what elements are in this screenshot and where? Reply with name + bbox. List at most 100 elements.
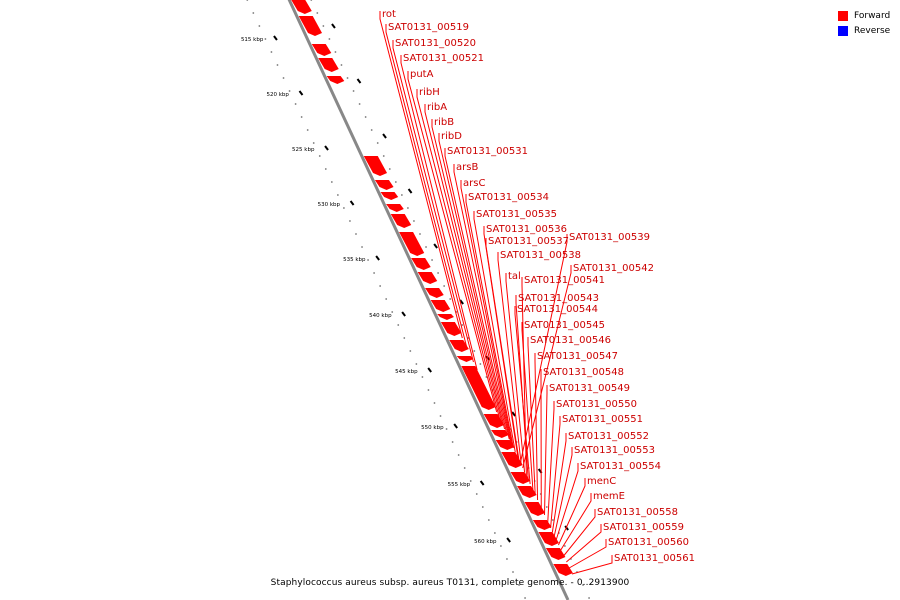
gene-label: SAT0131_00543 — [518, 293, 599, 304]
gene-leader-line — [416, 89, 500, 419]
gene-label: arsB — [456, 162, 478, 173]
guide-dot — [352, 90, 355, 92]
guide-dot — [545, 506, 548, 508]
guide-dot — [330, 181, 333, 183]
gene-label: SAT0131_00542 — [573, 263, 654, 274]
gene-label: SAT0131_00551 — [562, 414, 643, 425]
gene-leader-line — [444, 148, 510, 440]
gene-leader-line — [485, 238, 520, 461]
guide-dot — [439, 415, 442, 417]
tick-mark — [356, 78, 362, 84]
guide-dot — [270, 51, 273, 53]
guide-dot — [479, 363, 482, 365]
tick-label: 545 kbp — [395, 369, 418, 375]
gene-block — [449, 340, 469, 352]
legend: Forward Reverse — [838, 8, 898, 38]
guide-dot — [457, 454, 460, 456]
gene-block — [437, 314, 454, 320]
guide-dot — [316, 12, 319, 14]
gene-labels: rot SAT0131_00519 SAT0131_00520 SAT0131_005… — [382, 9, 695, 564]
tick-label: 560 kbp — [474, 539, 497, 545]
guide-dot — [449, 298, 452, 300]
gene-block — [291, 0, 312, 14]
guide-dot — [413, 220, 415, 222]
guide-dot — [258, 25, 261, 27]
guide-dot — [373, 272, 376, 274]
guide-dot — [582, 584, 584, 586]
gene-label: SAT0131_00541 — [524, 275, 605, 286]
gene-label: SAT0131_00548 — [543, 367, 624, 378]
gene-block — [399, 232, 425, 256]
gene-label: arsC — [463, 178, 485, 189]
gene-leader-line — [514, 306, 531, 485]
gene-leader-line — [534, 353, 539, 501]
gene-block — [425, 288, 444, 298]
gene-leader-line — [566, 524, 602, 563]
gene-leader-lines — [379, 11, 613, 575]
tick-mark — [375, 255, 380, 261]
gene-label: SAT0131_00531 — [447, 146, 528, 157]
gene-label: SAT0131_00539 — [569, 232, 650, 243]
gene-block — [311, 44, 332, 56]
gene-leader-line — [571, 555, 613, 575]
gene-label: ribB — [434, 117, 454, 128]
gene-block — [456, 356, 474, 362]
guide-dot — [415, 363, 418, 365]
gene-block — [411, 258, 431, 270]
gene-block — [491, 430, 509, 438]
guide-dot — [310, 0, 313, 1]
guide-dot — [282, 77, 285, 79]
tick-mark — [459, 299, 464, 305]
guide-dot — [328, 38, 331, 40]
gene-leader-line — [400, 55, 478, 371]
tick-mark — [331, 23, 336, 29]
gene-block — [326, 76, 345, 84]
gene-leader-line — [521, 277, 527, 477]
guide-dot — [425, 246, 427, 248]
tick-mark — [511, 411, 516, 417]
gene-label: SAT0131_00550 — [556, 399, 637, 410]
gene-block — [417, 272, 438, 284]
gene-block — [461, 366, 496, 410]
gene-label: SAT0131_00538 — [500, 250, 581, 261]
tick-mark — [273, 35, 278, 41]
guide-dot — [252, 12, 255, 14]
guide-dot — [407, 207, 409, 209]
tick-mark — [479, 480, 485, 486]
gene-label: SAT0131_00546 — [530, 335, 611, 346]
guide-dot — [322, 25, 325, 27]
guide-dot — [443, 285, 446, 287]
tick-label: 530 kbp — [318, 202, 341, 208]
gene-block — [440, 322, 462, 336]
gene-leader-line — [560, 493, 592, 551]
guide-dot — [300, 116, 303, 118]
gene-block — [374, 180, 394, 190]
guide-dot — [487, 519, 490, 521]
guide-dot — [340, 64, 343, 66]
guide-dot — [394, 181, 397, 183]
gene-label: SAT0131_00544 — [517, 304, 598, 315]
guide-dot — [324, 168, 327, 170]
gene-label: SAT0131_00537 — [488, 236, 569, 247]
gene-block — [298, 16, 323, 36]
gene-label: SAT0131_00534 — [468, 192, 549, 203]
gene-label: SAT0131_00553 — [574, 445, 655, 456]
gene-label: SAT0131_00519 — [388, 22, 469, 33]
gene-leader-line — [438, 133, 508, 435]
legend-item-reverse: Reverse — [838, 23, 898, 38]
gene-leader-line — [473, 211, 516, 453]
guide-dot — [431, 259, 433, 261]
guide-dot — [588, 597, 590, 599]
tick-mark — [324, 145, 329, 151]
gene-block — [390, 214, 412, 228]
gene-block — [430, 300, 451, 312]
gene-label: SAT0131_00558 — [597, 507, 678, 518]
gene-label: menC — [587, 476, 616, 487]
guide-dot — [445, 428, 448, 430]
tick-label: 515 kbp — [241, 37, 264, 43]
gene-leader-line — [553, 447, 573, 537]
legend-item-forward: Forward — [838, 8, 898, 23]
guide-dot — [469, 480, 472, 482]
gene-label: SAT0131_00549 — [549, 383, 630, 394]
